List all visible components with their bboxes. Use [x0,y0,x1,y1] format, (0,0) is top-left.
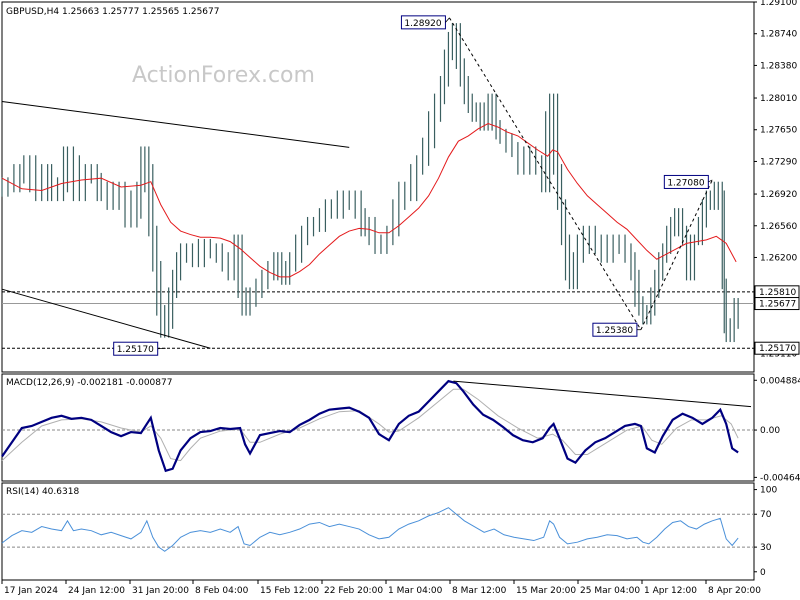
y-tick-label: 1.28380 [760,61,797,71]
x-tick-label: 25 Mar 04:00 [580,586,640,596]
rsi-title: RSI(14) 40.6318 [6,487,79,497]
y-tick-label: 1.28010 [760,94,797,104]
annotation-label-2: 1.25380 [596,326,633,336]
macd-title: MACD(12,26,9) -0.002181 -0.000877 [6,378,172,388]
x-tick-label: 24 Jan 12:00 [68,586,125,596]
price-label-1: 1.25677 [759,300,796,310]
y-tick-label: 1.29100 [760,0,797,8]
x-tick-label: 8 Mar 12:00 [452,586,507,596]
x-tick-label: 1 Mar 04:00 [388,586,443,596]
annotation-label-1: 1.27080 [667,178,704,188]
x-tick-label: 31 Jan 20:00 [132,586,189,596]
y-tick-label: 1.28740 [760,30,797,40]
watermark: ActionForex.com [132,63,315,88]
pane-frame-macd [1,373,755,482]
y-tick-label: 1.26920 [760,190,797,200]
y-tick-label: 1.26560 [760,222,797,232]
rsi-tick-label: 30 [760,543,772,553]
x-tick-label: 15 Mar 20:00 [516,586,576,596]
annotation-leader-1 [708,179,713,183]
annotation-label-3: 1.25170 [117,345,154,355]
macd-tick-label: -0.004645 [760,473,800,483]
annotation-label-0: 1.28920 [404,19,441,29]
trendline-0 [1,101,350,148]
trendline-1 [1,288,211,349]
price-label-box-1 [754,297,800,311]
rsi-tick-label: 100 [760,486,777,496]
x-tick-label: 22 Feb 20:00 [324,586,383,596]
trendline-3 [640,179,713,330]
x-tick-label: 8 Feb 04:00 [195,586,249,596]
macd-tick-label: 0.00 [760,426,780,436]
pane-frame-main [1,1,755,373]
price-label-2: 1.25170 [759,344,796,354]
rsi-line [1,507,739,552]
annotation-leader-3 [157,347,166,350]
x-tick-label: 1 Apr 12:00 [644,586,697,596]
x-tick-label: 17 Jan 2024 [4,586,58,596]
macd-line [1,379,739,473]
rsi-tick-label: 70 [760,510,772,520]
macd-tick-label: 0.004884 [760,376,800,386]
price-label-0: 1.25810 [759,288,796,298]
y-tick-label: 1.27290 [760,157,797,167]
pane-frame-rsi [1,482,755,581]
price-label-box-2 [754,341,800,355]
trendline-2 [449,17,642,330]
annotation-leader-0 [445,17,450,23]
moving-average-line [1,123,737,278]
y-tick-label: 1.26200 [760,253,797,263]
y-tick-label: 1.27650 [760,126,797,136]
rsi-tick-label: 0 [760,568,766,578]
symbol-ohlc-header: GBPUSD,H4 1.25663 1.25777 1.25565 1.2567… [6,7,219,17]
x-tick-label: 8 Apr 20:00 [708,586,761,596]
macd-trendline [453,380,752,408]
x-tick-label: 15 Feb 12:00 [260,586,319,596]
